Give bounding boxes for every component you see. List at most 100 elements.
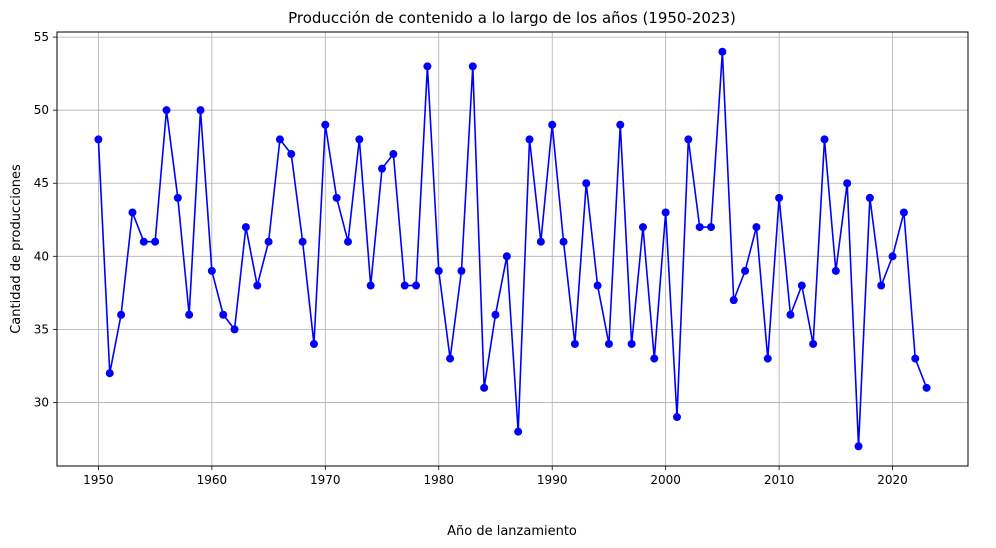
data-point [888, 252, 897, 261]
data-point [536, 237, 545, 246]
y-axis-ticks: 30 35 40 45 50 55 [34, 30, 57, 409]
data-point [786, 310, 795, 319]
data-point [241, 223, 250, 232]
data-point [843, 179, 852, 188]
data-point [264, 237, 273, 246]
series-line-group [97, 50, 928, 448]
data-point [763, 354, 772, 363]
data-point [344, 237, 352, 246]
plot-frame [56, 31, 969, 467]
data-point [718, 47, 727, 56]
data-point [570, 339, 579, 348]
data-point [309, 339, 318, 348]
x-tick-label: 1990 [537, 473, 568, 487]
data-point [638, 223, 647, 232]
y-tick-label: 45 [34, 176, 49, 190]
data-point [548, 120, 557, 129]
x-tick-label: 1960 [197, 473, 228, 487]
data-point [661, 208, 670, 217]
y-tick-label: 55 [34, 30, 49, 44]
data-point [775, 193, 784, 202]
data-point [899, 208, 908, 217]
data-point [491, 310, 500, 319]
data-point [162, 106, 171, 115]
data-point [457, 266, 466, 275]
data-point [650, 354, 659, 363]
data-point [378, 164, 387, 173]
data-point [321, 120, 330, 129]
y-axis-label: Cantidad de producciones [9, 164, 24, 334]
data-point [695, 223, 704, 232]
data-point [173, 193, 182, 202]
data-point [151, 237, 160, 246]
x-tick-label: 2010 [764, 473, 795, 487]
data-point [366, 281, 375, 290]
data-point [831, 266, 840, 275]
data-point [922, 383, 931, 392]
data-point [128, 208, 137, 217]
data-point [877, 281, 886, 290]
x-tick-label: 1970 [310, 473, 341, 487]
data-point [559, 237, 568, 246]
data-point [332, 193, 341, 202]
data-point [673, 413, 681, 422]
series-markers-group [94, 47, 931, 451]
data-point [207, 266, 216, 275]
data-point [219, 310, 228, 319]
data-point [446, 354, 455, 363]
data-point [627, 339, 636, 348]
x-axis-label: Año de lanzamiento [447, 524, 577, 539]
data-point [355, 135, 364, 144]
data-point [729, 296, 738, 305]
data-point [593, 281, 602, 290]
data-point [230, 325, 239, 334]
data-point [684, 135, 693, 144]
data-point [196, 106, 205, 115]
data-point [809, 339, 818, 348]
data-point [865, 193, 874, 202]
data-point [105, 369, 114, 378]
data-point [434, 266, 443, 275]
grid [57, 32, 968, 466]
data-point [480, 383, 489, 392]
data-point [797, 281, 806, 290]
data-point [400, 281, 409, 290]
y-tick-label: 40 [34, 249, 49, 263]
data-point [741, 266, 750, 275]
data-point [253, 281, 262, 290]
data-point [820, 135, 829, 144]
x-tick-label: 2020 [877, 473, 908, 487]
data-point [94, 135, 103, 144]
y-tick-label: 30 [34, 395, 49, 409]
data-point [752, 223, 761, 232]
data-point [389, 150, 398, 159]
x-tick-label: 2000 [650, 473, 681, 487]
data-point [525, 135, 534, 144]
data-point [139, 237, 148, 246]
data-point [298, 237, 307, 246]
data-point [502, 252, 511, 261]
x-tick-label: 1980 [423, 473, 454, 487]
data-point [707, 223, 716, 232]
data-point [275, 135, 284, 144]
y-tick-label: 35 [34, 322, 49, 336]
data-point [854, 442, 863, 451]
x-tick-label: 1950 [83, 473, 114, 487]
x-axis-ticks: 1950 1960 1970 1980 1990 2000 2010 2020 [83, 466, 908, 487]
data-point [604, 339, 613, 348]
chart-title: Producción de contenido a lo largo de lo… [288, 9, 736, 27]
data-point [287, 150, 296, 159]
data-point [117, 310, 126, 319]
data-point [468, 62, 477, 71]
data-point [616, 120, 625, 129]
data-point [582, 179, 591, 188]
y-tick-label: 50 [34, 103, 49, 117]
data-point [412, 281, 421, 290]
data-point [911, 354, 920, 363]
data-point [514, 427, 523, 436]
data-point [185, 310, 194, 319]
data-point [423, 62, 432, 71]
series-line [97, 50, 928, 448]
